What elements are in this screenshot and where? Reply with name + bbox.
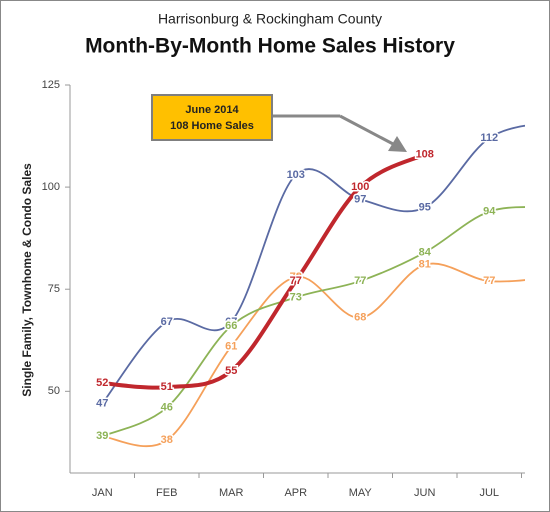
value-label: 67 — [225, 316, 237, 328]
x-tick-label: MAY — [349, 487, 373, 499]
annotation-box — [151, 94, 273, 141]
arrow — [339, 114, 396, 147]
value-label: 39 — [96, 430, 108, 442]
y-tick-label: 50 — [48, 385, 60, 397]
x-tick-label: JUN — [414, 487, 435, 499]
annotation: June 2014 — [185, 104, 239, 116]
value-label: 38 — [161, 434, 173, 446]
value-label: 68 — [354, 312, 366, 324]
value-label: 78 — [290, 271, 302, 283]
value-label: 67 — [161, 316, 173, 328]
y-axis-label: Single Family, Townhome & Condo Sales — [20, 163, 34, 397]
value-label: 52 — [96, 377, 108, 389]
value-label: 66 — [225, 320, 237, 332]
value-label: 61 — [225, 340, 237, 352]
chart-title: Harrisonburg & Rockingham County — [158, 11, 382, 27]
value-label: 51 — [161, 381, 173, 393]
value-label: 103 — [287, 169, 305, 181]
series-line — [101, 124, 525, 405]
value-label: 77 — [290, 275, 302, 287]
y-tick-label: 100 — [42, 181, 60, 193]
value-label: 97 — [354, 193, 366, 205]
y-tick-label: 75 — [48, 283, 60, 295]
plot-lines — [101, 124, 525, 447]
value-label: 84 — [419, 246, 432, 258]
x-tick-label: APR — [284, 487, 307, 499]
series-line — [102, 152, 426, 390]
value-label: 95 — [419, 201, 431, 213]
value-label: 112 — [480, 132, 498, 144]
value-label: 46 — [161, 402, 173, 414]
x-tick-label: JAN — [92, 487, 113, 499]
arrow-head — [388, 136, 407, 152]
series-line — [101, 206, 525, 438]
value-label: 47 — [96, 397, 108, 409]
x-tick-label: JUL — [479, 487, 499, 499]
value-label: 73 — [290, 291, 302, 303]
value-label: 39 — [96, 430, 108, 442]
y-tick-label: 125 — [42, 79, 60, 91]
value-label: 77 — [483, 275, 495, 287]
x-tick-label: MAR — [219, 487, 244, 499]
value-label: 100 — [351, 181, 369, 193]
annotation: 108 Home Sales — [170, 120, 254, 132]
value-label: 94 — [483, 206, 496, 218]
value-label: 55 — [225, 365, 237, 377]
value-label: 81 — [419, 259, 431, 271]
chart-subtitle: Month-By-Month Home Sales History — [85, 35, 455, 58]
value-label: 77 — [354, 275, 366, 287]
x-tick-label: FEB — [156, 487, 177, 499]
value-label: 108 — [416, 148, 434, 160]
